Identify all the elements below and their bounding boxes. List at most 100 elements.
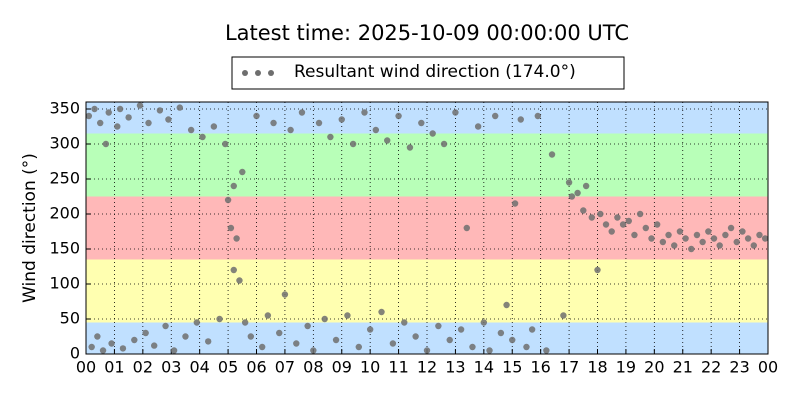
data-point <box>523 343 530 351</box>
legend-marker <box>268 70 274 76</box>
data-point <box>727 224 735 232</box>
data-point <box>304 322 311 330</box>
data-point <box>182 333 189 340</box>
data-point <box>412 333 419 340</box>
x-tick-label: 00 <box>758 358 778 377</box>
data-point <box>165 116 172 123</box>
data-point <box>699 238 706 246</box>
data-point <box>716 242 723 249</box>
data-point <box>378 308 385 316</box>
data-point <box>440 140 448 148</box>
data-point <box>705 228 712 235</box>
data-point <box>321 315 328 323</box>
data-point <box>293 340 300 347</box>
data-point <box>492 112 499 120</box>
data-point <box>162 322 169 330</box>
x-tick-label: 06 <box>246 358 266 377</box>
x-tick-label: 10 <box>360 358 380 377</box>
data-point <box>597 210 604 218</box>
data-point <box>241 319 249 326</box>
x-tick-label: 03 <box>161 358 181 377</box>
data-point <box>619 221 627 228</box>
x-tick-label: 04 <box>189 358 209 377</box>
y-tick-label: 300 <box>49 134 80 153</box>
data-point <box>548 151 556 158</box>
data-point <box>389 340 397 347</box>
plot-area: 00 01 02 03 04 05 06 07 08 09 10 11 12 13 14 15 16 17 18 19… <box>49 99 778 377</box>
y-tick-label: 50 <box>60 309 80 328</box>
data-point <box>170 347 178 354</box>
data-point <box>446 336 453 344</box>
data-point <box>270 119 277 127</box>
data-point <box>588 214 596 221</box>
data-point <box>648 235 655 242</box>
data-point <box>469 343 476 351</box>
x-tick-label: 13 <box>445 358 465 377</box>
data-point <box>253 112 260 120</box>
data-point <box>298 109 306 116</box>
data-point <box>452 109 459 116</box>
data-point <box>151 342 158 349</box>
legend-marker <box>255 70 261 76</box>
data-point <box>327 133 334 141</box>
x-tick-label: 05 <box>218 358 238 377</box>
x-tick-label: 16 <box>530 358 550 377</box>
data-point <box>636 210 644 218</box>
x-tick-label: 00 <box>76 358 96 377</box>
data-point <box>145 119 152 127</box>
legend-label: Resultant wind direction (174.0°) <box>294 62 576 82</box>
data-point <box>750 242 757 249</box>
data-point <box>85 112 93 120</box>
data-point <box>349 140 357 148</box>
x-tick-label: 01 <box>104 358 124 377</box>
data-point <box>310 347 317 354</box>
data-point <box>99 347 107 354</box>
data-point <box>119 345 127 352</box>
data-point <box>474 123 482 130</box>
data-point <box>625 217 632 225</box>
data-point <box>315 119 323 127</box>
data-point <box>193 319 201 326</box>
data-point <box>142 329 149 337</box>
plot-frame <box>85 101 769 355</box>
data-point <box>688 245 695 253</box>
data-point <box>361 109 368 116</box>
legend-box <box>231 56 625 90</box>
data-point <box>744 235 752 242</box>
x-tick-label: 08 <box>303 358 323 377</box>
data-point <box>560 312 567 319</box>
data-point <box>88 343 95 351</box>
data-point <box>671 242 678 249</box>
data-point <box>543 347 550 354</box>
data-point <box>631 231 638 239</box>
x-tick-label: 22 <box>701 358 721 377</box>
chart-title: Latest time: 2025-10-09 00:00:00 UTC <box>225 21 629 45</box>
x-tick-label: 23 <box>729 358 749 377</box>
data-point <box>216 315 223 323</box>
y-tick-label: 0 <box>70 344 80 363</box>
data-point <box>682 235 689 242</box>
y-tick-label: 200 <box>49 204 80 223</box>
data-point <box>199 133 206 141</box>
data-point <box>756 231 763 239</box>
data-point <box>276 329 283 337</box>
data-point <box>497 329 505 337</box>
data-point <box>204 338 212 345</box>
data-point <box>739 228 746 235</box>
x-tick-label: 02 <box>133 358 153 377</box>
data-point <box>332 336 340 344</box>
data-point <box>659 238 667 246</box>
data-point <box>761 235 769 242</box>
data-point <box>264 312 272 319</box>
x-tick-label: 14 <box>474 358 494 377</box>
data-point <box>233 235 240 242</box>
data-point <box>105 109 112 116</box>
data-point <box>224 196 232 204</box>
data-point <box>230 182 237 190</box>
data-point <box>247 333 255 340</box>
data-point <box>136 102 144 109</box>
y-tick-label: 150 <box>49 239 80 258</box>
data-point <box>187 126 195 134</box>
data-point <box>97 119 104 127</box>
